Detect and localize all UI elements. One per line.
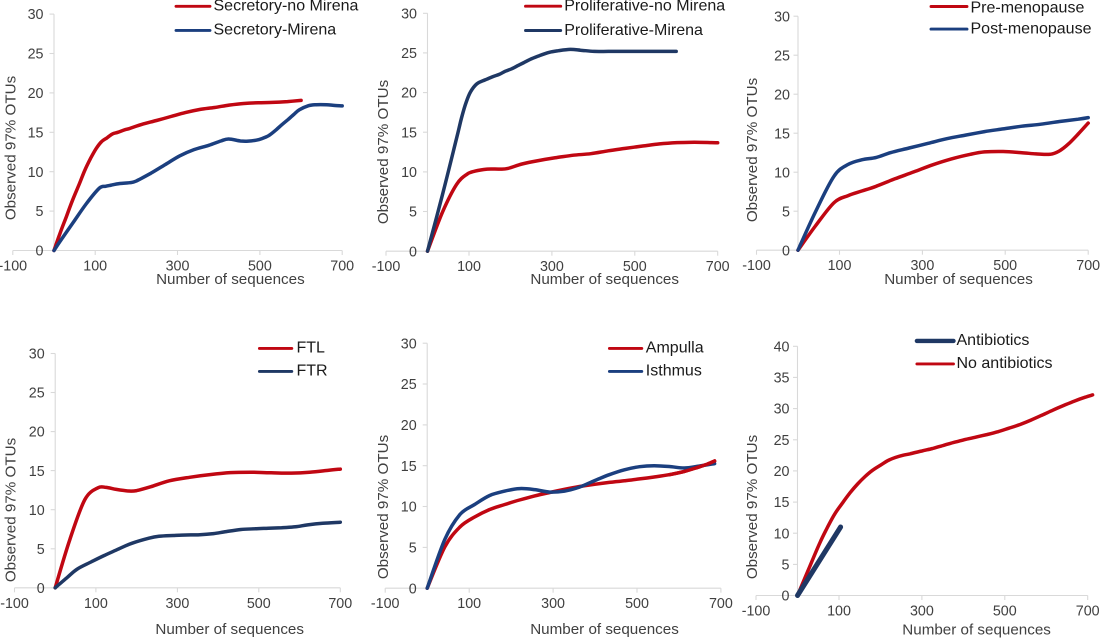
svg-text:-100: -100 <box>0 596 29 612</box>
svg-text:FTL: FTL <box>297 340 326 357</box>
svg-text:Proliferative-no Mirena: Proliferative-no Mirena <box>564 0 725 15</box>
svg-text:5: 5 <box>36 204 44 220</box>
svg-text:5: 5 <box>37 542 45 558</box>
svg-text:10: 10 <box>401 500 417 516</box>
svg-text:20: 20 <box>774 464 790 480</box>
svg-text:25: 25 <box>29 386 45 402</box>
svg-text:500: 500 <box>993 604 1017 620</box>
svg-text:20: 20 <box>29 425 45 441</box>
svg-text:35: 35 <box>774 371 790 387</box>
svg-text:700: 700 <box>709 596 733 612</box>
svg-text:Observed 97% OTUs: Observed 97% OTUs <box>375 79 392 224</box>
svg-text:300: 300 <box>166 259 190 275</box>
svg-text:25: 25 <box>774 433 790 449</box>
svg-text:500: 500 <box>623 259 647 275</box>
svg-text:Number of sequences: Number of sequences <box>902 622 1051 638</box>
svg-text:0: 0 <box>782 589 790 605</box>
svg-text:300: 300 <box>910 604 934 620</box>
svg-text:15: 15 <box>401 459 417 475</box>
svg-text:0: 0 <box>37 581 45 597</box>
svg-text:0: 0 <box>36 244 44 260</box>
svg-text:-100: -100 <box>742 258 771 274</box>
svg-text:100: 100 <box>457 596 481 612</box>
svg-text:Pre-menopause: Pre-menopause <box>971 0 1085 16</box>
svg-text:700: 700 <box>328 596 352 612</box>
svg-text:100: 100 <box>83 259 107 275</box>
svg-text:Post-menopause: Post-menopause <box>971 21 1092 38</box>
svg-text:20: 20 <box>28 86 44 102</box>
svg-text:Number of sequences: Number of sequences <box>884 271 1033 288</box>
svg-text:Antibiotics: Antibiotics <box>957 332 1030 349</box>
svg-text:0: 0 <box>409 581 417 597</box>
svg-text:Observed 97% OTUs: Observed 97% OTUs <box>744 77 761 222</box>
svg-text:15: 15 <box>774 495 790 511</box>
svg-text:Number of sequences: Number of sequences <box>155 621 304 638</box>
svg-text:20: 20 <box>401 418 417 434</box>
svg-text:30: 30 <box>401 336 417 352</box>
svg-text:-100: -100 <box>0 259 27 275</box>
svg-text:30: 30 <box>401 6 417 22</box>
svg-text:300: 300 <box>910 258 934 274</box>
svg-text:Number of sequences: Number of sequences <box>530 271 679 288</box>
svg-text:Observed 97% OTUs: Observed 97% OTUs <box>375 434 392 579</box>
svg-text:30: 30 <box>774 9 790 25</box>
svg-text:700: 700 <box>706 259 730 275</box>
svg-text:15: 15 <box>29 464 45 480</box>
svg-text:25: 25 <box>774 48 790 64</box>
svg-text:10: 10 <box>774 165 790 181</box>
svg-text:100: 100 <box>827 604 851 620</box>
svg-text:Isthmus: Isthmus <box>646 363 702 380</box>
svg-text:0: 0 <box>409 244 417 260</box>
svg-text:500: 500 <box>625 596 649 612</box>
svg-text:No antibiotics: No antibiotics <box>957 355 1053 372</box>
svg-text:300: 300 <box>541 596 565 612</box>
svg-text:-100: -100 <box>371 596 400 612</box>
svg-text:30: 30 <box>29 347 45 363</box>
svg-text:5: 5 <box>409 541 417 557</box>
svg-text:Number of sequences: Number of sequences <box>156 271 305 288</box>
svg-text:Number of sequences: Number of sequences <box>530 621 679 638</box>
svg-text:30: 30 <box>774 402 790 418</box>
svg-text:25: 25 <box>401 46 417 62</box>
svg-text:25: 25 <box>401 377 417 393</box>
svg-text:500: 500 <box>993 258 1017 274</box>
svg-text:-100: -100 <box>372 259 401 275</box>
svg-text:Observed 97% OTUs: Observed 97% OTUs <box>3 75 20 220</box>
svg-text:-100: -100 <box>742 604 771 620</box>
svg-text:FTR: FTR <box>297 363 328 380</box>
svg-text:300: 300 <box>540 259 564 275</box>
svg-text:Observed 97% OTUs: Observed 97% OTUs <box>744 434 761 579</box>
svg-text:700: 700 <box>1076 604 1100 620</box>
svg-text:5: 5 <box>782 204 790 220</box>
svg-text:10: 10 <box>28 165 44 181</box>
svg-text:0: 0 <box>782 243 790 259</box>
svg-text:30: 30 <box>28 7 44 23</box>
svg-text:20: 20 <box>774 87 790 103</box>
svg-text:5: 5 <box>782 558 790 574</box>
svg-text:300: 300 <box>165 596 189 612</box>
svg-text:700: 700 <box>330 259 354 275</box>
svg-text:Ampulla: Ampulla <box>646 340 704 357</box>
svg-text:Secretory-Mirena: Secretory-Mirena <box>214 22 337 39</box>
svg-text:500: 500 <box>248 259 272 275</box>
svg-text:100: 100 <box>84 596 108 612</box>
svg-text:5: 5 <box>409 205 417 221</box>
svg-text:500: 500 <box>247 596 271 612</box>
svg-text:700: 700 <box>1076 258 1100 274</box>
svg-text:40: 40 <box>774 339 790 355</box>
svg-text:10: 10 <box>401 165 417 181</box>
svg-text:Secretory-no Mirena: Secretory-no Mirena <box>214 0 359 15</box>
svg-text:15: 15 <box>28 125 44 141</box>
svg-text:Observed 97% OTUs: Observed 97% OTUs <box>3 437 20 582</box>
svg-text:Proliferative-Mirena: Proliferative-Mirena <box>564 22 703 39</box>
svg-text:20: 20 <box>401 86 417 102</box>
svg-text:100: 100 <box>828 258 852 274</box>
svg-text:15: 15 <box>401 125 417 141</box>
svg-text:10: 10 <box>774 526 790 542</box>
svg-text:15: 15 <box>774 126 790 142</box>
svg-text:10: 10 <box>29 503 45 519</box>
svg-text:25: 25 <box>28 47 44 63</box>
svg-text:100: 100 <box>457 259 481 275</box>
